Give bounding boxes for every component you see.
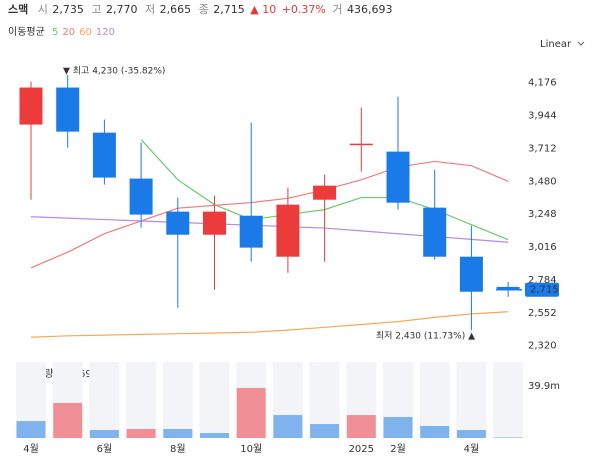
- volume-background: [199, 362, 230, 438]
- y-tick-label: 3,712: [528, 143, 557, 154]
- volume-bar: [89, 430, 119, 438]
- legend-entry: 60: [79, 27, 92, 38]
- candle-body: [459, 256, 483, 292]
- volume-background: [162, 362, 193, 438]
- candle-body: [313, 185, 337, 200]
- volume-background: [126, 362, 157, 438]
- volume-bar: [310, 424, 340, 438]
- volume-bar: [126, 429, 156, 438]
- candle-body: [166, 211, 190, 235]
- header-key: 시: [38, 3, 48, 16]
- candle-body: [496, 286, 520, 290]
- header-value: 2,715: [213, 3, 245, 16]
- volume-background: [89, 362, 120, 438]
- legend-entry: 5: [52, 27, 58, 38]
- x-tick-label: 2025: [349, 444, 374, 455]
- candle-body: [423, 207, 447, 257]
- price-tag: 2,715: [530, 285, 559, 296]
- header-value: 2,665: [160, 3, 192, 16]
- candle-body: [239, 215, 263, 248]
- y-tick-label: 3,016: [528, 242, 557, 253]
- x-tick-label: 6월: [97, 443, 113, 455]
- high-annotation: ▼ 최고 4,230 (-35.82%): [63, 65, 165, 76]
- volume-bar: [16, 421, 46, 438]
- volume-bar: [420, 426, 450, 438]
- volume-bar: [236, 387, 266, 438]
- candle-body: [276, 204, 300, 257]
- y-tick-label: 39.9m: [528, 381, 560, 392]
- moving-average: [30, 160, 509, 269]
- y-tick-label: 3,480: [528, 176, 557, 187]
- candle-body: [349, 143, 373, 146]
- header-key: 종: [199, 3, 209, 16]
- header-key: 저: [145, 3, 155, 16]
- volume-bar: [163, 429, 193, 438]
- change: ▲ 10: [250, 3, 276, 16]
- candle-body: [92, 132, 116, 178]
- header: 스맥 시 2,735 고 2,770 저 2,665 종 2,715 ▲ 10 …: [8, 2, 393, 16]
- y-tick-label: 3,944: [528, 110, 557, 121]
- legend: 이동평균 5 20 60 120: [8, 26, 115, 38]
- legend-title: 이동평균: [8, 26, 45, 38]
- y-tick-label: 2,784: [528, 275, 557, 286]
- volume-bar: [53, 402, 83, 438]
- y-tick-label: 2,552: [528, 308, 557, 319]
- volume-bar: [346, 415, 376, 438]
- header-value: 436,693: [347, 3, 393, 16]
- candle-body: [203, 211, 226, 235]
- candle-body: [129, 178, 153, 215]
- y-tick-label: 2,320: [528, 341, 557, 352]
- volume-bar: [383, 417, 413, 438]
- header-value: 2,735: [52, 3, 84, 16]
- price-tag-box: [525, 282, 559, 297]
- candle-body: [56, 87, 80, 132]
- dropdown-icon[interactable]: [577, 41, 585, 46]
- x-tick-label: 2월: [390, 443, 406, 455]
- volume-bar: [493, 437, 523, 438]
- low-annotation: 최저 2,430 (11.73%) ▲: [376, 331, 475, 342]
- candle-body: [19, 87, 43, 125]
- candle-body: [386, 151, 410, 203]
- x-tick-label: 4월: [464, 443, 480, 455]
- volume-background: [419, 362, 450, 438]
- volume-bar: [456, 430, 486, 438]
- x-tick-label: 8월: [170, 443, 186, 455]
- header-key: 거: [332, 3, 342, 16]
- volume-background: [456, 362, 487, 438]
- y-tick-label: 3,248: [528, 209, 557, 220]
- x-tick-label: 4월: [23, 443, 39, 455]
- header-value: 2,770: [106, 3, 138, 16]
- volume-background: [493, 362, 524, 438]
- header-key: 고: [91, 3, 101, 16]
- change-pct: +0.37%: [282, 3, 326, 16]
- scale-selector[interactable]: Linear: [540, 39, 572, 50]
- moving-average: [30, 311, 509, 338]
- x-tick-label: 10월: [240, 443, 262, 455]
- volume-bar: [273, 415, 303, 438]
- y-tick-label: 4,176: [528, 78, 557, 89]
- legend-entry: 120: [96, 27, 115, 38]
- legend-entry: 20: [62, 27, 75, 38]
- stock-name: 스맥: [8, 2, 28, 16]
- volume-bar: [200, 433, 229, 438]
